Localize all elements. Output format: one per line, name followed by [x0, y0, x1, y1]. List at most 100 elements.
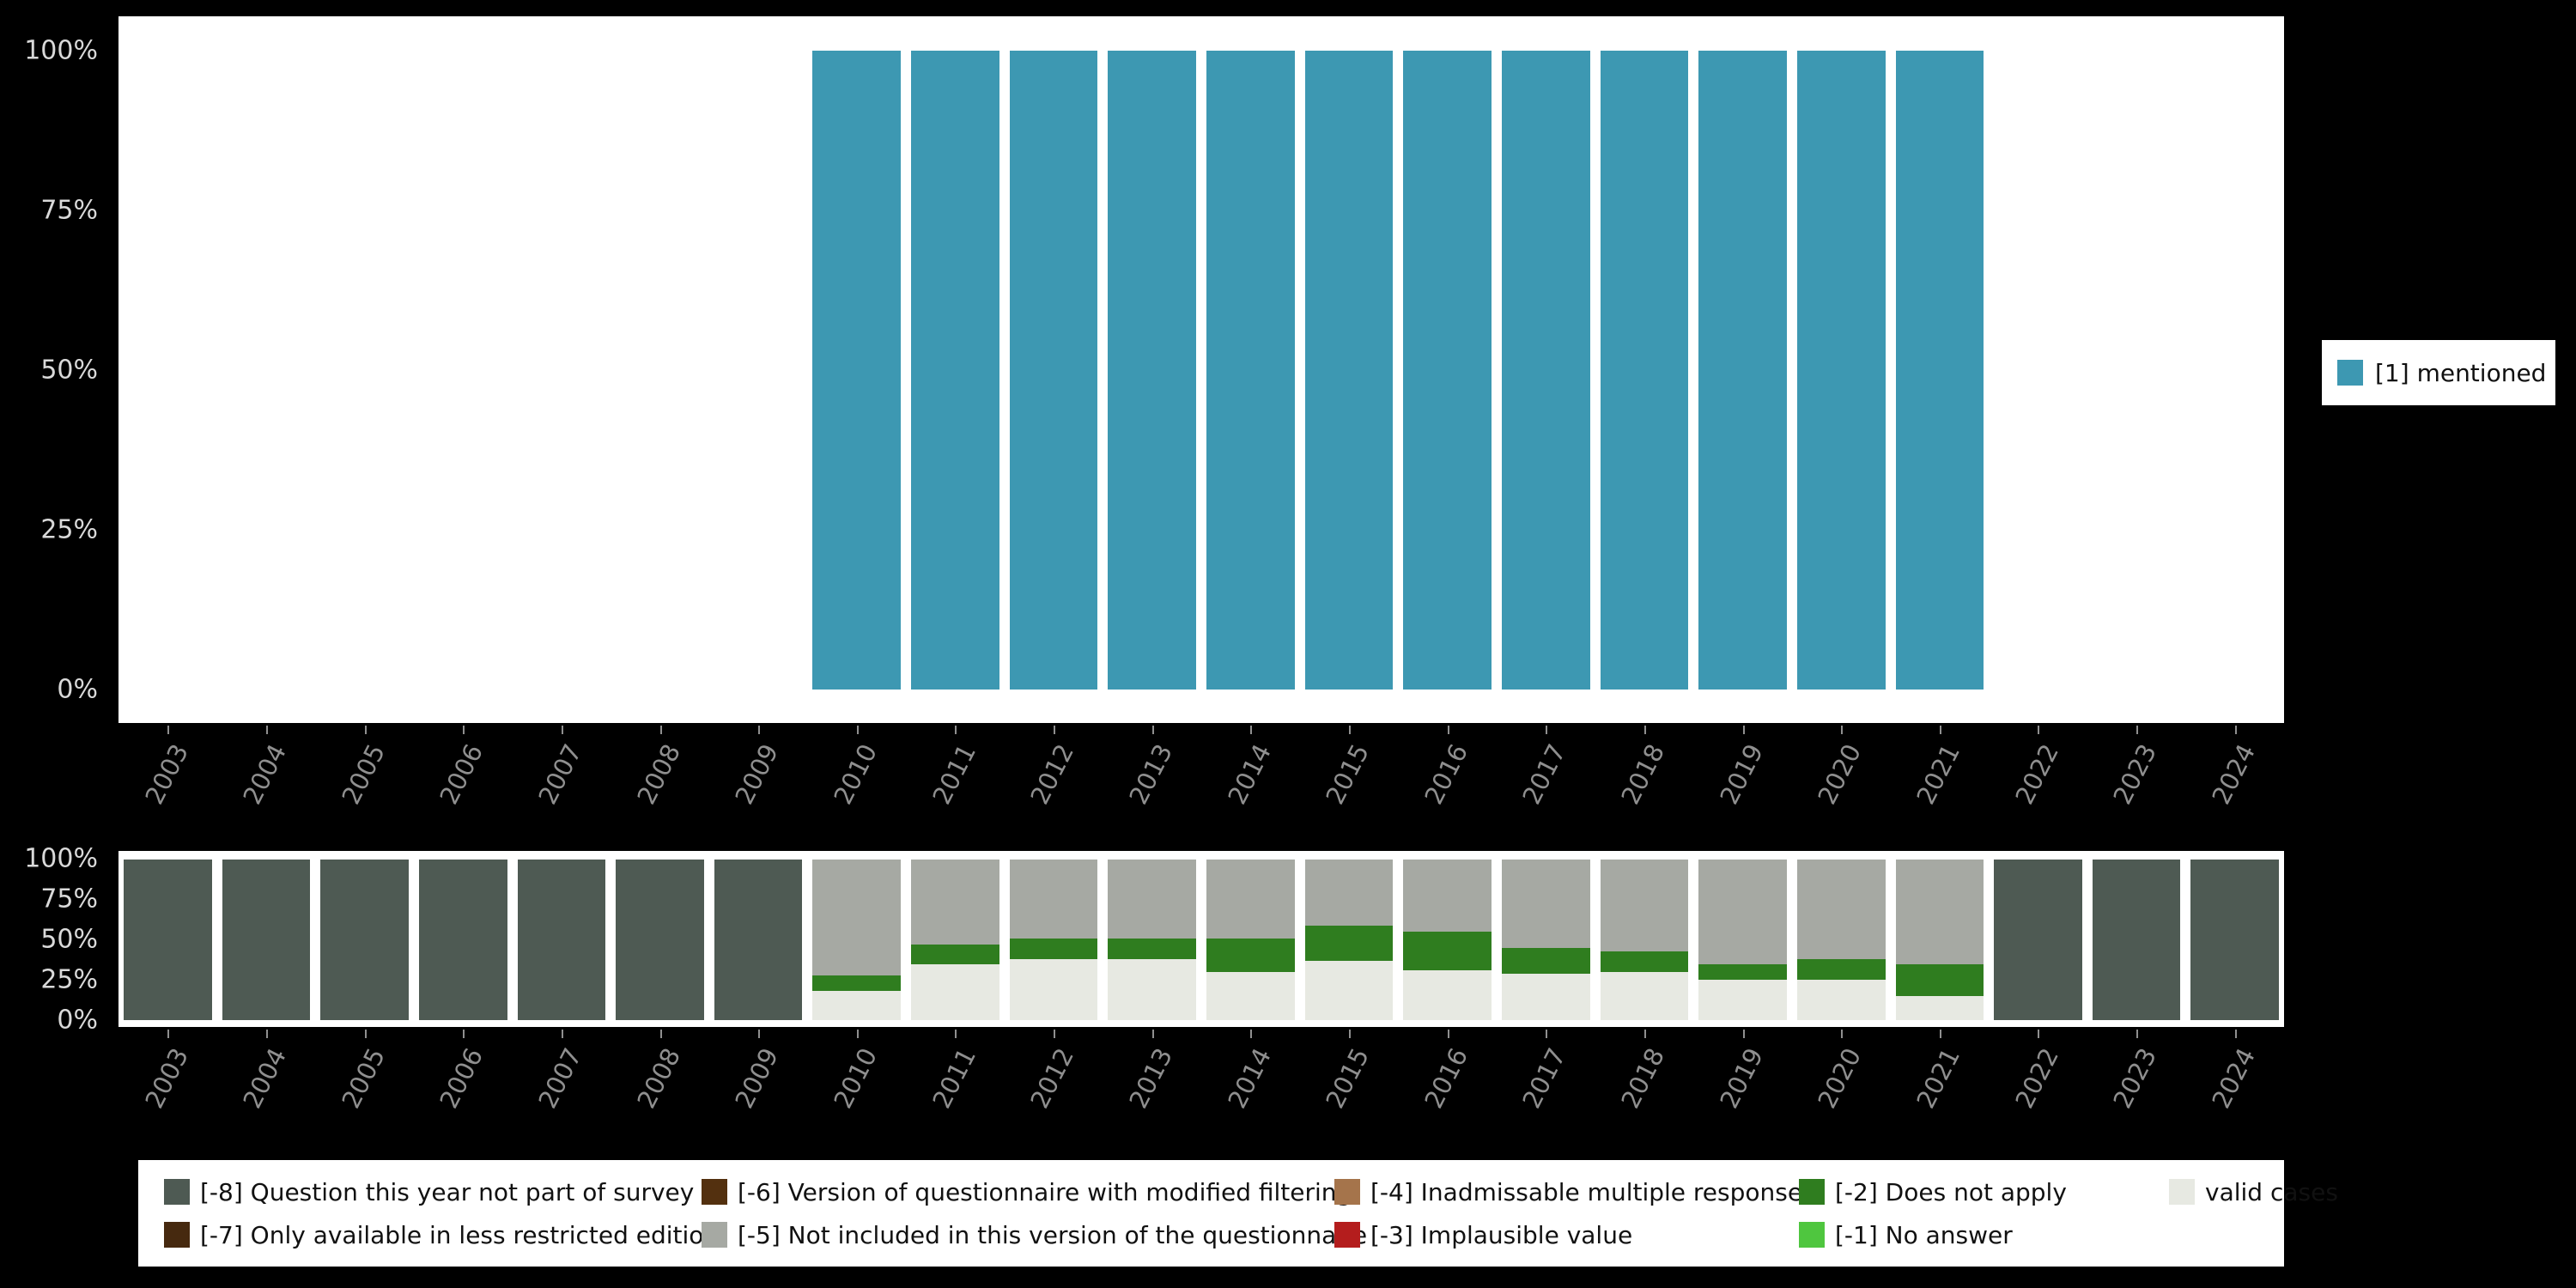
bar-2017: [1497, 51, 1595, 690]
x-slot-2008: 2008: [611, 1030, 709, 1137]
bar-2013: [1103, 860, 1201, 1020]
legend-item-not_included: [-5] Not included in this version of the…: [702, 1221, 1367, 1249]
x-label-2020: 2020: [1812, 739, 1868, 810]
bar-segment-does_not_apply: [1796, 958, 1886, 981]
x-tick: [2234, 1030, 2237, 1038]
x-label-2010: 2010: [828, 1043, 884, 1114]
bar-segment-does_not_apply: [1698, 963, 1787, 981]
bar-segment-mentioned: [812, 51, 902, 690]
bar-2020: [1792, 51, 1891, 690]
bar-segment-mentioned: [1304, 51, 1394, 690]
bar-segment-valid_cases: [1108, 958, 1197, 1020]
x-label-2005: 2005: [336, 739, 391, 810]
bars-top: [118, 51, 2284, 690]
x-tick: [1250, 1030, 1253, 1038]
legend-label-less_restricted: [-7] Only available in less restricted e…: [200, 1220, 720, 1249]
x-slot-2009: 2009: [709, 1030, 808, 1137]
x-slot-2003: 2003: [118, 726, 217, 833]
x-label-2018: 2018: [1615, 739, 1671, 810]
bar-segment-q_not_part: [320, 860, 409, 1020]
x-slot-2005: 2005: [315, 726, 414, 833]
bar-2018: [1595, 51, 1694, 690]
x-label-2019: 2019: [1714, 739, 1769, 810]
x-label-2008: 2008: [631, 1043, 686, 1114]
bar-2011: [906, 860, 1005, 1020]
x-tick: [758, 1030, 761, 1038]
y-label-75pct: 75%: [40, 884, 98, 914]
bar-2013: [1103, 51, 1201, 690]
x-tick: [561, 1030, 563, 1038]
x-label-2008: 2008: [631, 739, 686, 810]
bar-segment-mentioned: [1698, 51, 1787, 690]
legend-swatch-modified_filtering: [702, 1179, 727, 1205]
bar-2017: [1497, 860, 1595, 1020]
legend-item-q_not_part: [-8] Question this year not part of surv…: [164, 1178, 702, 1206]
x-tick: [856, 726, 859, 734]
bar-segment-not_included: [812, 860, 902, 975]
x-slot-2019: 2019: [1693, 726, 1792, 833]
x-label-2024: 2024: [2206, 739, 2262, 810]
x-slot-2011: 2011: [906, 1030, 1005, 1137]
x-tick: [2136, 1030, 2139, 1038]
bar-segment-q_not_part: [714, 860, 803, 1020]
legend-item-inadmissable: [-4] Inadmissable multiple response: [1334, 1178, 1802, 1206]
x-slot-2005: 2005: [315, 1030, 414, 1137]
x-label-2014: 2014: [1221, 1043, 1277, 1114]
x-slot-2015: 2015: [1300, 726, 1399, 833]
x-tick: [1447, 1030, 1449, 1038]
legend-missing-values: [-8] Question this year not part of surv…: [138, 1160, 2338, 1267]
x-slot-2009: 2009: [709, 726, 808, 833]
x-tick: [1841, 726, 1844, 734]
legend-item-less_restricted: [-7] Only available in less restricted e…: [164, 1221, 719, 1249]
bar-2024: [2185, 51, 2284, 690]
x-slot-2011: 2011: [906, 726, 1005, 833]
x-label-2009: 2009: [729, 739, 785, 810]
x-slot-2022: 2022: [1989, 1030, 2087, 1137]
x-label-2024: 2024: [2206, 1043, 2262, 1114]
x-slot-2010: 2010: [807, 726, 906, 833]
bar-segment-q_not_part: [616, 860, 704, 1020]
bar-segment-valid_cases: [1403, 970, 1492, 1020]
x-label-2011: 2011: [926, 1043, 981, 1114]
bar-segment-valid_cases: [1698, 980, 1787, 1020]
legend-swatch-not_included: [702, 1222, 727, 1248]
x-tick: [463, 726, 465, 734]
y-axis-bottom: 100% 75% 50% 25% 0%: [0, 844, 108, 1036]
x-tick: [1054, 726, 1056, 734]
bar-segment-does_not_apply: [911, 945, 999, 964]
x-slot-2015: 2015: [1300, 1030, 1399, 1137]
bars-bottom: [118, 860, 2284, 1020]
x-tick: [1250, 726, 1253, 734]
x-label-2010: 2010: [828, 739, 884, 810]
bar-2014: [1201, 860, 1300, 1020]
y-label-75pct: 75%: [40, 195, 98, 226]
legend-item-no_answer: [-1] No answer: [1799, 1221, 2169, 1249]
bar-2008: [611, 51, 709, 690]
mentioned-swatch-icon: [2337, 360, 2363, 386]
bar-2012: [1005, 860, 1103, 1020]
bar-segment-valid_cases: [1206, 971, 1295, 1020]
x-label-2012: 2012: [1024, 739, 1080, 810]
x-label-2012: 2012: [1024, 1043, 1080, 1114]
x-slot-2012: 2012: [1005, 1030, 1103, 1137]
x-label-2017: 2017: [1516, 739, 1572, 810]
bar-segment-q_not_part: [222, 860, 311, 1020]
x-slot-2018: 2018: [1595, 1030, 1694, 1137]
legend-swatch-no_answer: [1799, 1222, 1825, 1248]
bar-2022: [1989, 51, 2087, 690]
x-label-2013: 2013: [1123, 739, 1179, 810]
x-tick: [758, 726, 761, 734]
x-label-2007: 2007: [532, 739, 588, 810]
x-slot-2006: 2006: [414, 726, 513, 833]
x-tick: [1742, 1030, 1745, 1038]
x-slot-2004: 2004: [217, 726, 316, 833]
x-slot-2020: 2020: [1792, 726, 1891, 833]
x-tick: [659, 726, 662, 734]
bar-segment-valid_cases: [1796, 980, 1886, 1020]
x-tick: [2038, 1030, 2040, 1038]
x-tick: [1151, 1030, 1154, 1038]
bar-2003: [118, 860, 217, 1020]
x-label-2015: 2015: [1320, 1043, 1376, 1114]
bar-segment-does_not_apply: [1403, 932, 1492, 971]
bar-segment-does_not_apply: [1600, 951, 1689, 972]
